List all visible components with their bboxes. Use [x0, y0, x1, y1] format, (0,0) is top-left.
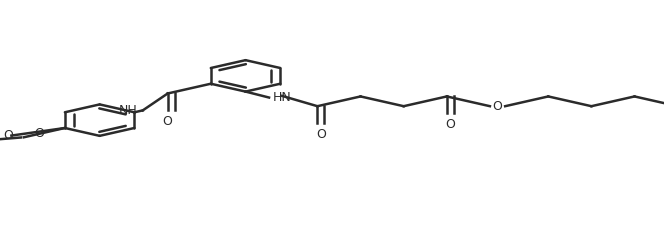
Text: HN: HN: [273, 91, 292, 104]
Text: O: O: [316, 128, 326, 141]
Text: O: O: [163, 115, 173, 128]
Text: O: O: [493, 100, 503, 113]
Text: NH: NH: [118, 104, 137, 117]
Text: O: O: [4, 129, 13, 142]
Text: O: O: [34, 127, 44, 140]
Text: O: O: [446, 118, 456, 131]
